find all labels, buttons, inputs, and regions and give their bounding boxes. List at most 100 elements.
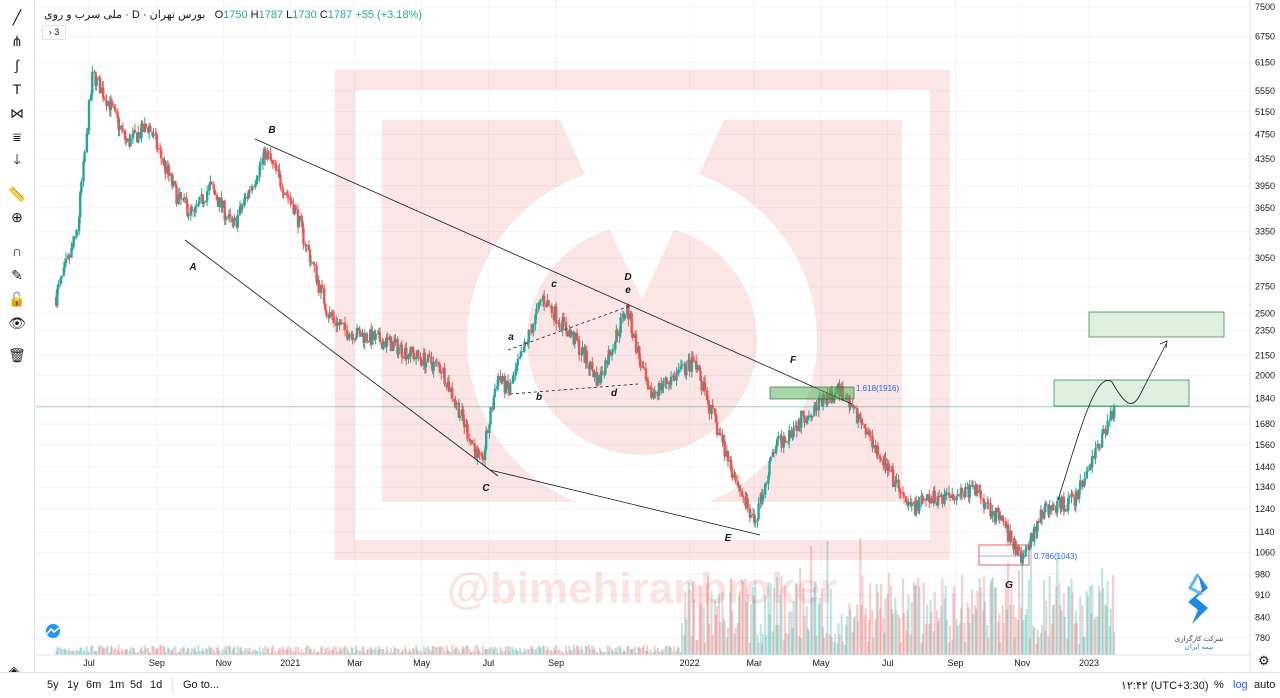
interval-label[interactable]: D	[131, 9, 140, 21]
candle-body	[817, 398, 820, 411]
volume-bar	[170, 649, 173, 655]
volume-bar	[825, 632, 828, 655]
volume-bar	[488, 648, 491, 655]
projection-arrow-icon	[1159, 340, 1168, 349]
text-icon[interactable]: T	[12, 81, 22, 97]
volume-bar	[1094, 616, 1097, 655]
gear-icon[interactable]: ⚙	[1258, 653, 1270, 668]
candle-body	[202, 202, 206, 204]
candle-body	[141, 123, 144, 132]
volume-bar	[163, 646, 166, 655]
volume-bar	[817, 604, 820, 655]
time-tick-label: 2023	[1079, 658, 1099, 668]
volume-bar	[806, 628, 809, 655]
volume-bar	[256, 651, 259, 655]
candle-body	[1068, 496, 1071, 498]
clock[interactable]: ۱۲:۴۲ (UTC+3:30)	[1121, 680, 1209, 692]
ruler-icon[interactable]: 📏	[8, 185, 26, 202]
separator: ·	[125, 9, 129, 21]
candle-body	[1045, 503, 1048, 505]
auto-toggle[interactable]: auto	[1254, 679, 1276, 691]
candle-body	[564, 322, 568, 331]
candle-body	[193, 207, 197, 211]
volume-bar	[1096, 616, 1099, 655]
volume-bar	[1005, 609, 1008, 655]
symbol-name[interactable]: ملی سرب و روی	[44, 9, 123, 21]
tradingview-logo-icon[interactable]	[42, 624, 64, 643]
candle-body	[302, 227, 305, 245]
candle-body	[70, 248, 73, 258]
log-toggle[interactable]: log	[1233, 679, 1248, 691]
timeframe-1y[interactable]: 1y	[67, 679, 79, 691]
volume-bar	[148, 652, 151, 655]
volume-bar	[440, 647, 443, 655]
volume-bar	[545, 650, 548, 655]
candle-body	[281, 186, 284, 193]
zoom-in-icon[interactable]: ⊕	[11, 208, 23, 225]
volume-bar	[876, 591, 879, 655]
indicators-toggle[interactable]: › 3	[42, 25, 66, 40]
candle-body	[259, 163, 262, 166]
goto-button[interactable]: Go to...	[183, 679, 220, 691]
timeframe-6m[interactable]: 6m	[86, 679, 102, 691]
trendline-icon[interactable]: ╱	[12, 8, 22, 25]
volume-bar	[668, 646, 671, 655]
brush-icon[interactable]: ∫	[15, 57, 19, 73]
volume-bar	[711, 635, 714, 655]
volume-bar	[113, 649, 116, 655]
volume-bar	[75, 649, 78, 655]
candle-body	[593, 371, 596, 377]
volume-bar	[874, 619, 877, 655]
volume-bar	[277, 650, 280, 655]
volume-bar	[578, 649, 581, 655]
candle-body	[1062, 496, 1066, 512]
volume-bar	[489, 646, 492, 655]
eye-icon[interactable]: 👁	[8, 314, 26, 331]
lock-drawing-icon[interactable]: ✎	[11, 266, 23, 283]
pattern-icon[interactable]: ⋈	[10, 104, 24, 121]
timeframe-5y[interactable]: 5y	[47, 679, 59, 691]
timeframe-5d[interactable]: 5d	[130, 679, 143, 691]
forecast-icon[interactable]: ⩸	[12, 128, 22, 145]
volume-bar	[575, 645, 578, 655]
volume-bar	[1036, 629, 1039, 655]
time-tick-label: Sep	[948, 658, 964, 668]
wave-label: C	[482, 483, 490, 494]
volume-bar	[618, 645, 621, 655]
volume-bar	[644, 650, 647, 655]
volume-bar	[794, 583, 797, 655]
magnet-icon[interactable]: ∩	[11, 243, 23, 259]
volume-bar	[339, 650, 342, 655]
candle-body	[192, 210, 196, 212]
volume-bar	[629, 649, 632, 655]
volume-bar	[790, 611, 793, 655]
candle-body	[616, 329, 619, 337]
arrow-down-icon[interactable]: 🡓	[13, 151, 21, 167]
volume-bar	[892, 613, 895, 655]
volume-bar	[539, 648, 542, 655]
volume-bar	[103, 648, 106, 655]
volume-bar	[866, 641, 869, 655]
candle-body	[359, 331, 362, 337]
time-tick-label: May	[413, 658, 431, 668]
candle-body	[581, 346, 584, 354]
volume-bar	[185, 652, 188, 655]
fib-zone-box-low	[978, 544, 1030, 566]
candle-body	[366, 340, 370, 343]
layers-icon[interactable]: ◈	[9, 663, 19, 678]
volume-bar	[1068, 586, 1071, 655]
volume-bar	[212, 649, 215, 655]
trash-icon[interactable]: 🗑	[8, 346, 26, 363]
volume-bar	[768, 614, 771, 655]
percent-toggle[interactable]: %	[1214, 679, 1224, 691]
volume-bar	[376, 650, 379, 655]
timeframe-1m[interactable]: 1m	[109, 679, 125, 691]
timeframe-1d[interactable]: 1d	[150, 679, 163, 691]
candle-body	[118, 125, 121, 130]
lock-icon[interactable]: 🔓	[8, 290, 26, 307]
volume-bar	[228, 646, 231, 655]
volume-bar	[499, 647, 502, 655]
pitchfork-icon[interactable]: ⋔	[11, 32, 23, 49]
volume-bar	[829, 588, 832, 655]
